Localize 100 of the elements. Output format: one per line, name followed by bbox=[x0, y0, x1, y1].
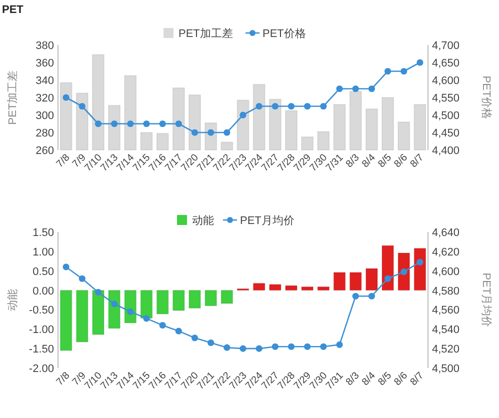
bar bbox=[60, 290, 72, 352]
y-tick-label: -1.00 bbox=[28, 324, 54, 336]
point bbox=[368, 292, 375, 300]
x-tick-label: 8/7 bbox=[408, 370, 426, 388]
point bbox=[143, 120, 150, 128]
x-tick-label: 8/3 bbox=[344, 152, 362, 170]
point bbox=[208, 339, 214, 346]
point bbox=[288, 343, 295, 350]
bar bbox=[204, 290, 218, 306]
point bbox=[352, 85, 359, 92]
x-tick-label: 8/4 bbox=[360, 370, 378, 388]
point bbox=[288, 102, 295, 110]
x-tick-label: 8/5 bbox=[376, 152, 394, 170]
x-tick-label: 8/3 bbox=[344, 370, 362, 388]
point bbox=[304, 102, 311, 110]
y-tick-label: 1.00 bbox=[32, 246, 54, 258]
bar bbox=[76, 290, 88, 342]
y2-axis-title: PET价格 bbox=[480, 76, 492, 120]
point bbox=[272, 343, 278, 350]
y-tick-label: -1.50 bbox=[28, 344, 54, 356]
y2-tick-label: 4,600 bbox=[432, 266, 460, 278]
point bbox=[256, 102, 262, 110]
point bbox=[143, 315, 150, 322]
point bbox=[336, 85, 343, 92]
point bbox=[78, 102, 86, 110]
point bbox=[240, 345, 246, 352]
bar bbox=[365, 268, 378, 291]
point bbox=[352, 292, 359, 300]
bar bbox=[252, 282, 266, 291]
y2-tick-label: 4,600 bbox=[432, 75, 460, 87]
y2-tick-label: 4,560 bbox=[432, 304, 460, 317]
point bbox=[272, 102, 278, 110]
point bbox=[62, 94, 70, 101]
y2-tick-label: 4,550 bbox=[432, 92, 460, 104]
y-tick-label: 0.50 bbox=[32, 266, 54, 278]
y2-tick-label: 4,650 bbox=[432, 58, 460, 70]
bar bbox=[301, 286, 314, 291]
x-tick-label: 8/7 bbox=[408, 152, 426, 170]
y2-tick-label: 4,450 bbox=[432, 128, 460, 140]
point bbox=[224, 129, 230, 136]
bar bbox=[284, 285, 298, 291]
point bbox=[94, 120, 102, 128]
bar bbox=[317, 286, 330, 291]
y2-tick-label: 4,500 bbox=[432, 110, 460, 122]
y-tick-label: 260 bbox=[36, 145, 54, 157]
point bbox=[320, 102, 327, 110]
y2-tick-label: 4,640 bbox=[432, 227, 460, 239]
y2-tick-label: 4,500 bbox=[432, 363, 460, 375]
bar bbox=[172, 290, 185, 311]
y-tick-label: 280 bbox=[36, 128, 54, 140]
legend-label: 动能 bbox=[192, 214, 214, 227]
y2-tick-label: 4,700 bbox=[432, 40, 460, 52]
point bbox=[175, 120, 182, 128]
x-tick-label: 7/31 bbox=[324, 152, 346, 174]
y2-tick-label: 4,620 bbox=[432, 246, 460, 258]
x-tick-label: 7/8 bbox=[54, 370, 72, 388]
x-tick-label: 8/5 bbox=[376, 370, 394, 388]
point bbox=[208, 129, 214, 136]
point bbox=[416, 59, 424, 66]
y2-tick-label: 4,520 bbox=[432, 344, 460, 356]
point bbox=[127, 308, 134, 315]
y2-axis-title: PET月均价 bbox=[480, 272, 492, 328]
point bbox=[191, 334, 198, 342]
point bbox=[159, 120, 166, 128]
y-tick-label: -2.00 bbox=[28, 363, 54, 375]
bar bbox=[349, 272, 362, 291]
y-tick-label: 320 bbox=[36, 92, 54, 104]
x-tick-label: 8/4 bbox=[360, 152, 378, 170]
bar bbox=[414, 248, 426, 291]
legend-label: PET价格 bbox=[262, 28, 306, 40]
point bbox=[240, 112, 246, 118]
point bbox=[78, 275, 86, 282]
bar bbox=[381, 245, 394, 291]
point bbox=[384, 275, 392, 282]
x-tick-label: 7/31 bbox=[324, 370, 346, 392]
bar bbox=[268, 284, 282, 291]
point bbox=[159, 322, 166, 329]
bar bbox=[156, 290, 169, 314]
x-tick-label: 8/6 bbox=[392, 370, 410, 388]
point bbox=[191, 129, 198, 136]
bar bbox=[92, 290, 105, 336]
point bbox=[416, 258, 424, 266]
point bbox=[111, 300, 118, 308]
point bbox=[368, 85, 375, 92]
point bbox=[384, 68, 392, 75]
y-tick-label: 300 bbox=[36, 110, 54, 122]
bar bbox=[188, 290, 202, 309]
point bbox=[62, 264, 70, 270]
y2-tick-label: 4,540 bbox=[432, 324, 460, 336]
point bbox=[127, 120, 134, 128]
y-axis-title: 动能 bbox=[6, 289, 19, 311]
point bbox=[224, 344, 230, 351]
point bbox=[400, 268, 408, 276]
point bbox=[256, 345, 262, 352]
chart-title: PET bbox=[2, 4, 24, 16]
point bbox=[111, 120, 118, 128]
point bbox=[320, 343, 327, 350]
point bbox=[336, 341, 343, 348]
point bbox=[175, 328, 182, 334]
point bbox=[94, 288, 102, 296]
